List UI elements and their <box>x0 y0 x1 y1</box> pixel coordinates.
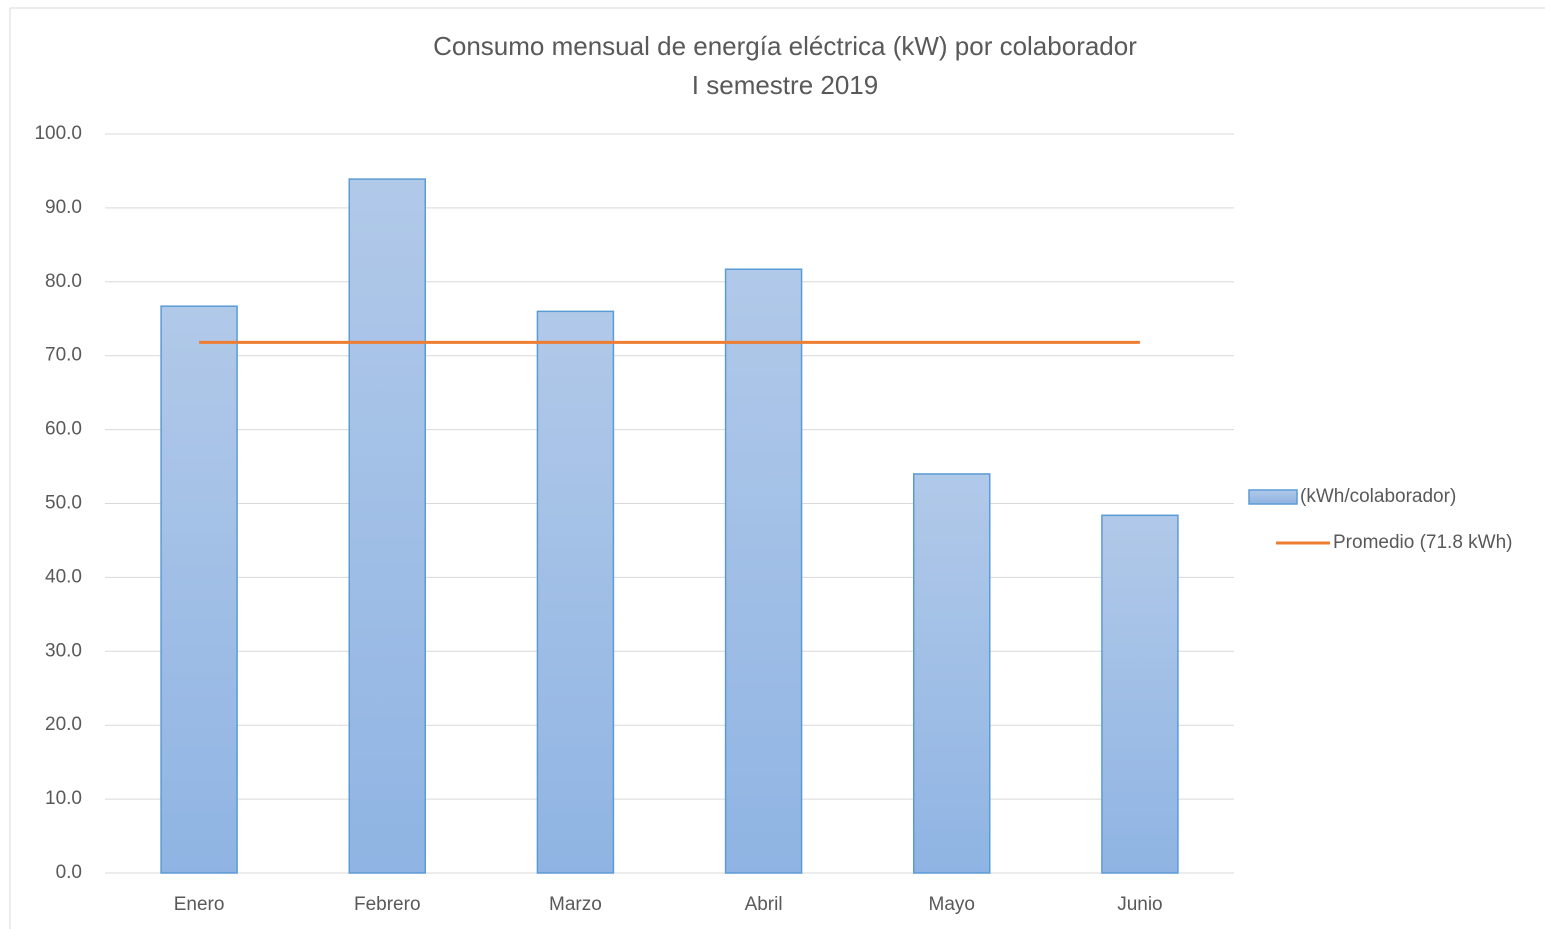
y-tick-label: 50.0 <box>45 493 82 514</box>
x-tick-label: Junio <box>1117 894 1162 915</box>
y-tick-label: 10.0 <box>45 788 82 809</box>
bar <box>1101 514 1179 874</box>
bar <box>536 310 615 874</box>
y-tick-label: 80.0 <box>45 271 82 292</box>
x-tick-label: Febrero <box>354 894 421 915</box>
x-tick-label: Marzo <box>549 894 602 915</box>
legend-label: (kWh/colaborador) <box>1300 486 1456 507</box>
bar <box>913 473 991 874</box>
y-tick-label: 60.0 <box>45 419 82 440</box>
x-tick-label: Enero <box>174 894 225 915</box>
chart-title: Consumo mensual de energía eléctrica (kW… <box>433 31 1137 61</box>
legend-swatch <box>1248 489 1298 505</box>
bar <box>160 305 238 874</box>
x-tick-label: Abril <box>745 894 783 915</box>
legend-label: Promedio (71.8 kWh) <box>1333 532 1513 553</box>
y-tick-label: 20.0 <box>45 714 82 735</box>
y-tick-label: 100.0 <box>34 123 82 144</box>
y-tick-label: 30.0 <box>45 640 82 661</box>
y-tick-label: 40.0 <box>45 566 82 587</box>
bar <box>348 178 426 874</box>
x-tick-label: Mayo <box>929 894 975 915</box>
bar <box>724 268 803 874</box>
y-tick-label: 0.0 <box>56 862 82 883</box>
chart-subtitle: I semestre 2019 <box>692 70 878 100</box>
y-tick-label: 90.0 <box>45 197 82 218</box>
y-tick-label: 70.0 <box>45 345 82 366</box>
chart-border <box>9 7 1545 929</box>
